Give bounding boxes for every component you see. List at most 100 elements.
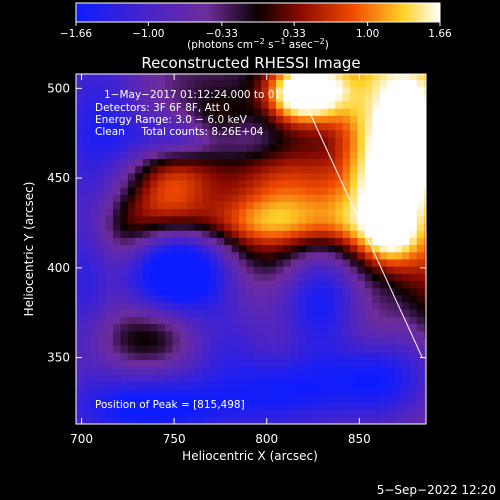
heatmap-cell [83,165,92,174]
heatmap-cell [83,345,92,353]
heatmap-cell [327,215,336,224]
heatmap-cell [401,294,410,303]
heatmap-cell [416,208,425,217]
heatmap-cell [401,230,410,238]
heatmap-cell [335,187,344,195]
heatmap-cell [83,416,92,424]
heatmap-cell [179,345,188,353]
heatmap-cell [327,352,336,360]
heatmap-cell [172,294,181,303]
heatmap-cell [194,158,203,167]
heatmap-cell [283,402,292,411]
heatmap-cell [313,179,322,188]
heatmap-cell [150,395,159,404]
heatmap-cell [342,345,351,353]
heatmap-cell [142,251,151,260]
heatmap-cell [305,323,314,332]
heatmap-cell [298,79,307,88]
heatmap-cell [276,258,285,267]
heatmap-cell [179,144,188,152]
heatmap-cell [246,172,255,181]
heatmap-cell [76,194,85,203]
heatmap-cell [157,108,166,116]
heatmap-cell [394,316,403,325]
heatmap-cell [179,201,188,210]
heatmap-cell [172,337,181,346]
heatmap-cell [216,352,225,360]
heatmap-cell [187,201,196,210]
heatmap-cell [164,337,173,346]
heatmap-cell [164,230,173,238]
heatmap-cell [320,294,329,303]
heatmap-cell [150,380,159,389]
heatmap-cell [194,280,203,289]
heatmap-cell [335,359,344,368]
heatmap-cell [313,251,322,260]
heatmap-cell [372,93,381,102]
heatmap-cell [379,323,388,332]
heatmap-cell [135,352,144,360]
heatmap-cell [357,301,366,310]
heatmap-cell [261,287,270,296]
heatmap-cell [231,409,240,418]
heatmap-cell [83,151,92,159]
heatmap-cell [416,395,425,404]
heatmap-cell [283,179,292,188]
heatmap-cell [335,194,344,203]
heatmap-cell [253,337,262,346]
heatmap-cell [401,151,410,159]
heatmap-cell [372,373,381,382]
heatmap-cell [401,380,410,389]
heatmap-cell [327,230,336,238]
heatmap-cell [298,86,307,95]
heatmap-cell [372,129,381,138]
heatmap-cell [283,352,292,360]
heatmap-cell [113,172,122,181]
heatmap-cell [372,273,381,282]
heatmap-cell [194,215,203,224]
heatmap-cell [216,294,225,303]
heatmap-cell [113,201,122,210]
heatmap-cell [231,108,240,116]
heatmap-cell [379,388,388,396]
heatmap-cell [90,230,99,238]
heatmap-cell [142,266,151,274]
heatmap-cell [394,201,403,210]
heatmap-cell [172,258,181,267]
heatmap-cell [90,273,99,282]
heatmap-cell [424,129,426,138]
heatmap-cell [416,194,425,203]
heatmap-cell [105,266,114,274]
heatmap-cell [113,230,122,238]
heatmap-cell [357,402,366,411]
heatmap-cell [350,151,359,159]
heatmap-cell [142,309,151,317]
heatmap-cell [320,409,329,418]
heatmap-cell [231,230,240,238]
heatmap-cell [379,258,388,267]
heatmap-cell [224,151,233,159]
heatmap-cell [201,323,210,332]
heatmap-cell [379,395,388,404]
heatmap-cell [201,172,210,181]
heatmap-cell [268,201,277,210]
heatmap-cell [142,301,151,310]
heatmap-cell [327,258,336,267]
heatmap-cell [305,100,314,109]
heatmap-cell [90,380,99,389]
heatmap-cell [409,287,418,296]
heatmap-cell [216,273,225,282]
heatmap-cell [224,79,233,88]
heatmap-cell [327,93,336,102]
heatmap-cell [157,122,166,131]
heatmap-cell [209,251,218,260]
heatmap-cell [120,244,129,253]
heatmap-cell [320,122,329,131]
heatmap-cell [179,115,188,124]
heatmap-cell [98,380,107,389]
heatmap-cell [364,280,373,289]
heatmap-cell [276,323,285,332]
heatmap-cell [201,388,210,396]
heatmap-cell [305,280,314,289]
